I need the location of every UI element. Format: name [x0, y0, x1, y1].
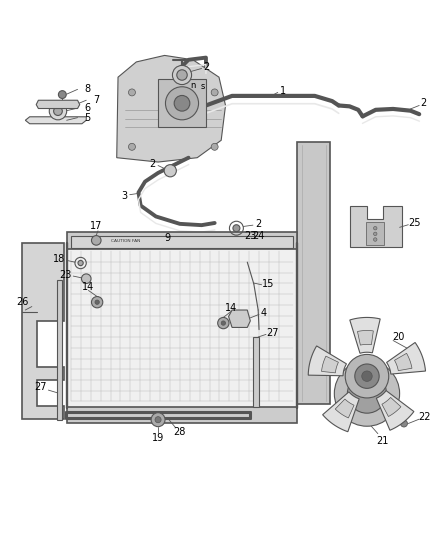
Bar [297, 142, 330, 403]
Circle shape [151, 413, 165, 426]
Text: 6: 6 [84, 103, 90, 113]
Text: n: n [190, 81, 196, 90]
Polygon shape [67, 243, 297, 408]
Circle shape [166, 87, 198, 120]
Polygon shape [22, 243, 64, 419]
Text: 5: 5 [84, 112, 90, 123]
Text: 2: 2 [420, 98, 427, 108]
Text: 23: 23 [244, 231, 257, 241]
Polygon shape [387, 343, 425, 374]
Circle shape [374, 232, 377, 236]
Text: 14: 14 [82, 282, 95, 293]
Text: s: s [200, 82, 205, 91]
Text: 15: 15 [262, 279, 275, 289]
Circle shape [218, 318, 229, 329]
Circle shape [174, 95, 190, 111]
Polygon shape [350, 206, 402, 247]
Circle shape [78, 261, 83, 265]
Bar [253, 337, 259, 407]
Circle shape [95, 300, 99, 304]
Text: 27: 27 [266, 328, 278, 337]
Bar [262, 241, 273, 247]
Circle shape [211, 89, 218, 96]
Text: 18: 18 [53, 254, 65, 264]
Polygon shape [382, 398, 401, 416]
Polygon shape [357, 330, 373, 345]
Text: 3: 3 [121, 191, 127, 201]
Circle shape [345, 354, 389, 398]
Circle shape [334, 361, 399, 426]
Text: 7: 7 [93, 95, 99, 105]
Polygon shape [321, 356, 339, 373]
Bar [71, 236, 293, 248]
Bar [67, 232, 297, 249]
Bar [97, 241, 108, 247]
Text: 2: 2 [255, 219, 261, 229]
Circle shape [92, 236, 101, 245]
Polygon shape [308, 346, 346, 376]
Circle shape [81, 274, 91, 284]
Text: 25: 25 [409, 218, 421, 228]
Circle shape [355, 364, 379, 389]
Polygon shape [25, 117, 86, 124]
Polygon shape [350, 318, 380, 353]
Circle shape [128, 143, 135, 150]
Circle shape [211, 143, 218, 150]
Text: 22: 22 [419, 413, 431, 423]
Circle shape [58, 91, 66, 99]
Circle shape [177, 70, 187, 80]
Circle shape [53, 107, 62, 116]
Circle shape [173, 66, 191, 85]
Polygon shape [36, 100, 80, 109]
Text: 8: 8 [84, 84, 90, 94]
Text: 27: 27 [34, 383, 47, 392]
Circle shape [49, 102, 67, 120]
Circle shape [128, 89, 135, 96]
Text: 23: 23 [60, 270, 72, 280]
Bar [141, 241, 152, 247]
Text: 24: 24 [252, 231, 265, 241]
Text: 4: 4 [261, 308, 267, 318]
Text: 20: 20 [392, 332, 405, 342]
Circle shape [92, 296, 103, 308]
Bar [184, 241, 195, 247]
Circle shape [374, 238, 377, 241]
Bar [228, 241, 239, 247]
Text: 2: 2 [150, 159, 156, 169]
Circle shape [347, 374, 387, 413]
Circle shape [400, 420, 407, 427]
Text: 2: 2 [204, 62, 210, 72]
Text: 19: 19 [152, 433, 164, 443]
Polygon shape [335, 399, 354, 418]
Text: 21: 21 [376, 435, 389, 446]
Polygon shape [323, 392, 359, 432]
Bar [158, 79, 206, 127]
Circle shape [155, 417, 161, 423]
Bar [57, 280, 62, 419]
Bar [67, 407, 297, 423]
Text: 1: 1 [280, 86, 286, 95]
Circle shape [221, 321, 226, 325]
Text: 17: 17 [90, 221, 102, 231]
Text: 28: 28 [173, 427, 186, 437]
Bar [366, 222, 385, 245]
Text: 26: 26 [16, 297, 28, 307]
Text: 9: 9 [165, 233, 171, 243]
Text: CAUTION FAN: CAUTION FAN [111, 239, 140, 243]
Circle shape [164, 165, 177, 177]
Circle shape [374, 227, 377, 230]
Polygon shape [117, 55, 226, 162]
Circle shape [362, 371, 372, 382]
Polygon shape [229, 310, 251, 327]
Text: 14: 14 [225, 303, 237, 313]
Circle shape [233, 225, 240, 232]
Polygon shape [376, 391, 414, 430]
Polygon shape [395, 353, 412, 370]
